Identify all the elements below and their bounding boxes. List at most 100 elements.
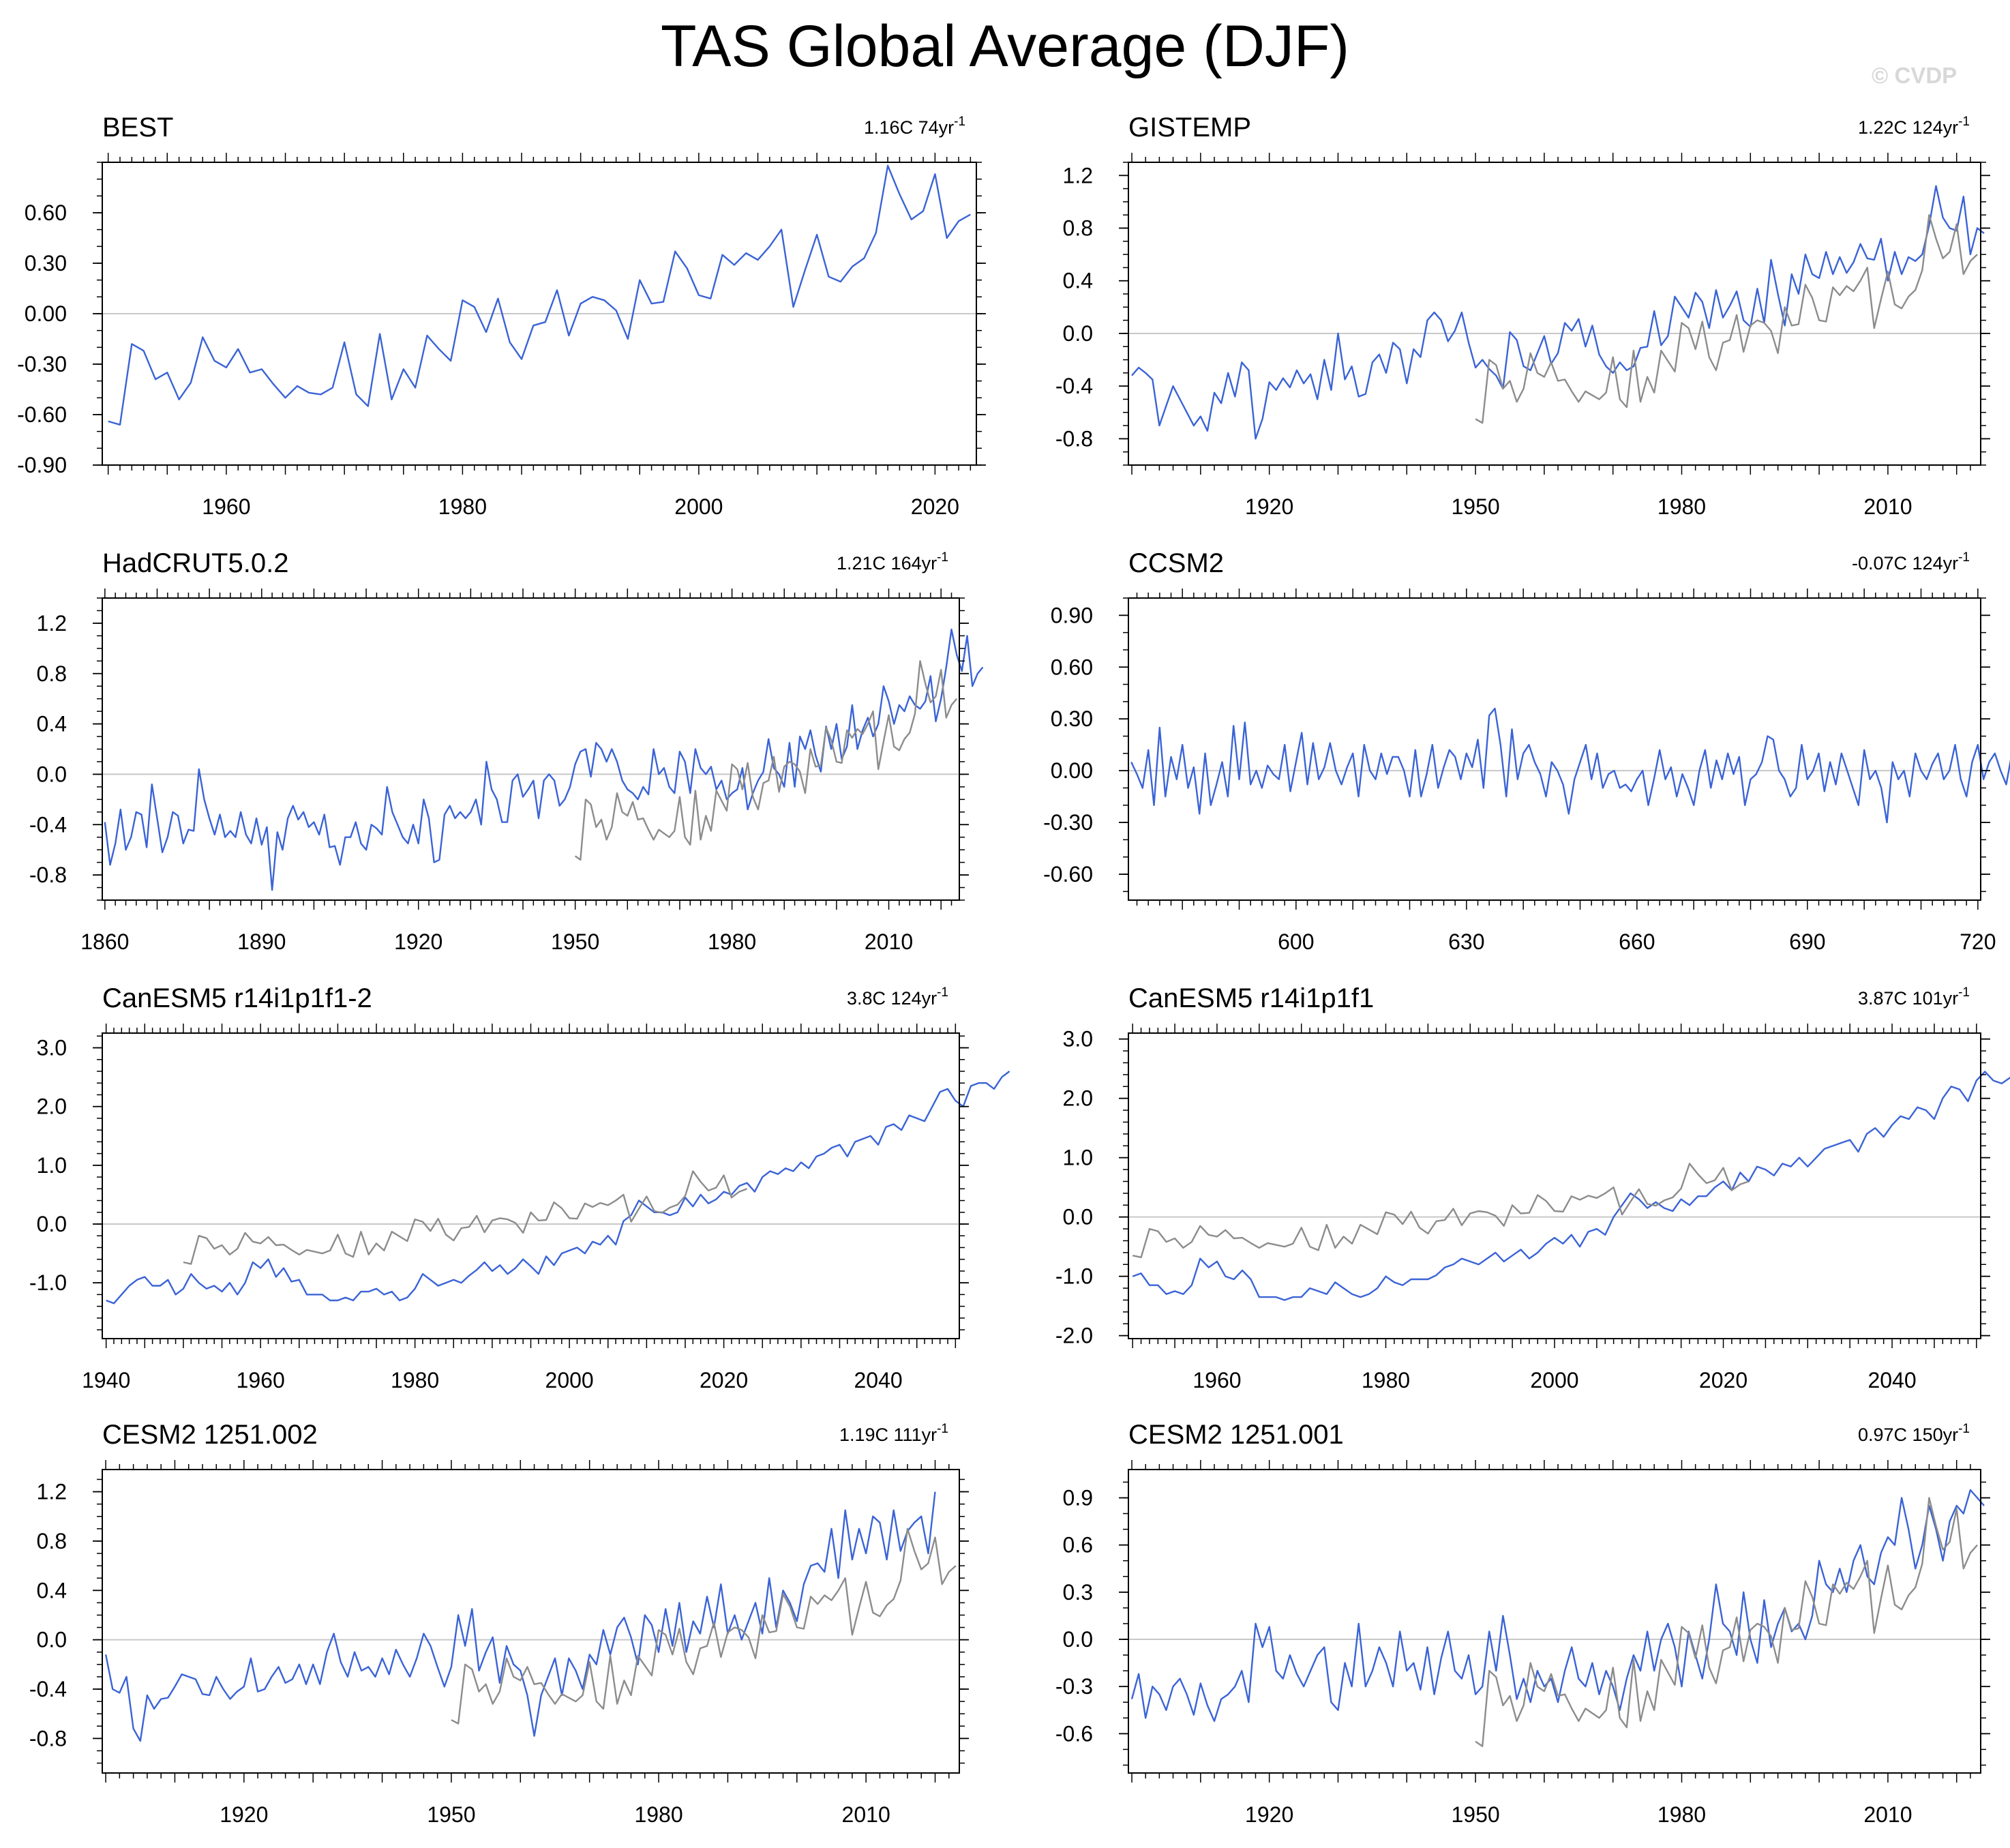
obs-series-line	[183, 1170, 748, 1265]
x-tick-label: 660	[1619, 929, 1655, 954]
x-tick-label: 600	[1278, 929, 1314, 954]
y-tick-label: -0.8	[29, 863, 67, 887]
plot-frame	[1128, 1469, 1981, 1774]
x-tick-label: 690	[1789, 929, 1825, 954]
y-tick-label: -1.0	[1055, 1264, 1093, 1289]
plot-frame	[102, 1032, 960, 1339]
y-tick-label: -2.0	[1055, 1324, 1093, 1348]
y-tick-label: -0.6	[1055, 1721, 1093, 1746]
x-tick-label: 1980	[634, 1802, 682, 1827]
trend-label: 1.22C 124yr-1	[1858, 115, 1970, 138]
x-tick-label: 2020	[911, 494, 959, 519]
panel-title: CanESM5 r14i1p1f1	[1128, 983, 1374, 1013]
chart-panel: 1960 1980 2000 2020 -0.90 -0.60 -0.30 0.00 0.30 0…	[17, 113, 986, 519]
y-tick-label: 0.0	[1063, 1627, 1093, 1652]
y-tick-label: -1.0	[29, 1270, 67, 1295]
y-tick-label: 0.30	[1051, 706, 1093, 731]
x-tick-label: 1920	[1245, 494, 1293, 519]
chart-panel: 1960 1980 2000 2020 2040 -2.0 -1.0 0.0 1.0 2.0 3.0…	[1055, 983, 2010, 1392]
trend-exponent: -1	[1958, 550, 1970, 565]
x-tick-label: 1920	[220, 1802, 268, 1827]
y-tick-label: 0.30	[25, 251, 67, 275]
panel-title: CanESM5 r14i1p1f1-2	[102, 983, 372, 1013]
x-tick-label: 1920	[394, 929, 442, 954]
obs-series-line	[574, 660, 958, 861]
y-tick-label: -0.60	[1043, 862, 1093, 886]
trend-label: 1.21C 164yr-1	[837, 550, 948, 573]
series-line	[1132, 1071, 2010, 1301]
trend-label: 1.19C 111yr-1	[839, 1422, 948, 1445]
panel-title: GISTEMP	[1128, 113, 1251, 143]
y-tick-label: 0.00	[25, 301, 67, 326]
x-tick-label: 1960	[1192, 1368, 1241, 1392]
trend-exponent: -1	[937, 1422, 948, 1436]
plot-frame	[1128, 1032, 1981, 1339]
series-line	[1130, 707, 2010, 824]
plot-frame	[102, 1469, 960, 1774]
obs-series-line	[1475, 1497, 1978, 1748]
y-tick-label: -0.4	[1055, 374, 1093, 398]
x-tick-label: 2010	[865, 929, 913, 954]
y-tick-label: 0.8	[37, 661, 67, 686]
x-tick-label: 1980	[1657, 494, 1706, 519]
y-tick-label: 0.8	[1063, 216, 1093, 241]
panel-title: CESM2 1251.001	[1128, 1420, 1344, 1450]
y-tick-label: 0.4	[1063, 269, 1093, 293]
y-tick-label: 0.4	[37, 712, 67, 736]
figure-title: TAS Global Average (DJF)	[660, 14, 1350, 79]
trend-exponent: -1	[1958, 115, 1970, 129]
x-tick-label: 2040	[854, 1368, 903, 1392]
y-tick-label: 0.3	[1063, 1580, 1093, 1605]
plot-frame	[1128, 597, 1981, 901]
chart-panel: 1920 1950 1980 2010 -0.8 -0.4 0.0 0.4 0.8 1.2 CESM…	[29, 1420, 969, 1827]
x-tick-label: 2000	[674, 494, 723, 519]
y-tick-label: 2.0	[37, 1094, 67, 1119]
x-tick-label: 1920	[1245, 1802, 1293, 1827]
x-tick-label: 2020	[1699, 1368, 1747, 1392]
y-tick-label: -0.3	[1055, 1674, 1093, 1699]
x-tick-label: 720	[1960, 929, 1996, 954]
x-tick-label: 1960	[237, 1368, 285, 1392]
x-tick-label: 1860	[80, 929, 129, 954]
trend-exponent: -1	[937, 550, 948, 565]
y-tick-label: 0.60	[1051, 655, 1093, 679]
series-line	[106, 1071, 1010, 1305]
y-tick-label: 3.0	[37, 1036, 67, 1060]
y-tick-label: 0.90	[1051, 603, 1093, 627]
x-tick-label: 630	[1448, 929, 1484, 954]
y-tick-label: 0.9	[1063, 1486, 1093, 1510]
chart-panel: 600 630 660 690 720 -0.60 -0.30 0.00 0.30 0.60 0.9…	[1043, 548, 2010, 954]
y-tick-label: 0.0	[1063, 321, 1093, 346]
y-tick-label: 0.0	[37, 762, 67, 786]
panel-title: CESM2 1251.002	[102, 1420, 318, 1450]
trend-label: -0.07C 124yr-1	[1852, 550, 1970, 573]
series-line	[104, 628, 984, 891]
panel-title: CCSM2	[1128, 548, 1224, 578]
y-tick-label: 0.60	[25, 200, 67, 225]
y-tick-label: -0.90	[17, 453, 67, 477]
x-tick-label: 2010	[842, 1802, 890, 1827]
y-tick-label: 1.0	[37, 1153, 67, 1178]
y-tick-label: -0.8	[29, 1726, 67, 1750]
x-tick-label: 2010	[1863, 494, 1912, 519]
y-tick-label: 0.0	[37, 1212, 67, 1236]
chart-panel: 1860 1890 1920 1950 1980 2010 -0.8 -0.4 0.0 0.4 0.…	[29, 548, 984, 954]
x-tick-label: 1940	[82, 1368, 130, 1392]
y-tick-label: 3.0	[1063, 1027, 1093, 1052]
trend-exponent: -1	[1958, 1422, 1970, 1436]
trend-exponent: -1	[937, 985, 948, 1000]
y-tick-label: 0.0	[1063, 1205, 1093, 1229]
y-tick-label: 0.8	[37, 1529, 67, 1553]
watermark: © CVDP	[1872, 63, 1957, 88]
x-tick-label: 1950	[1451, 1802, 1499, 1827]
x-tick-label: 2040	[1867, 1368, 1916, 1392]
x-tick-label: 1980	[438, 494, 487, 519]
y-tick-label: 1.0	[1063, 1146, 1093, 1170]
series-line	[1131, 185, 1985, 440]
x-tick-label: 1950	[551, 929, 599, 954]
y-tick-label: 0.4	[37, 1578, 67, 1603]
y-tick-label: 0.6	[1063, 1533, 1093, 1558]
x-tick-label: 1980	[1657, 1802, 1706, 1827]
panel-title: BEST	[102, 113, 173, 143]
